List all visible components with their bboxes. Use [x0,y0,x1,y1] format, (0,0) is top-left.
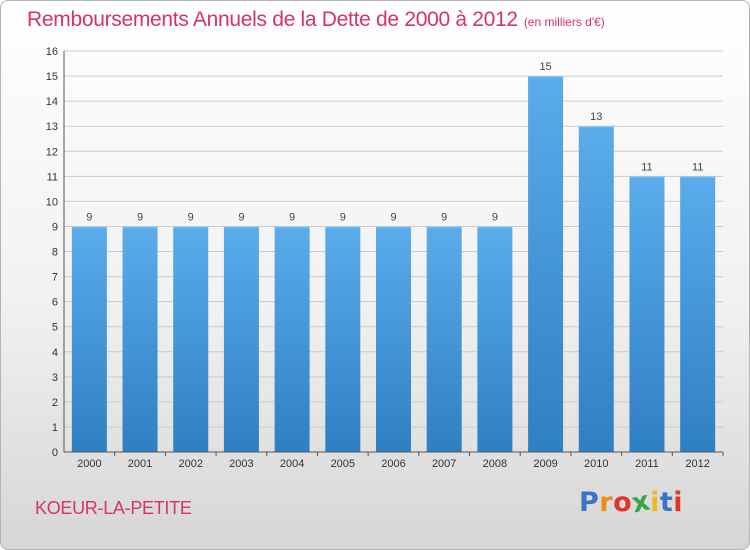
bar-2004 [274,226,310,452]
y-tick-label: 6 [52,297,58,309]
y-tick-label: 15 [46,71,58,83]
chart-title: Remboursements Annuels de la Dette de 20… [27,8,605,32]
bar-2007 [426,226,462,452]
data-label: 9 [492,211,498,223]
logo-letter: i [673,487,684,518]
bar-2000 [71,226,107,452]
logo-letter: t [659,487,674,518]
logo-letter: o [613,487,633,518]
bar-2001 [122,226,158,452]
data-label: 9 [238,211,244,223]
y-tick-label: 7 [52,272,58,284]
chart-title-text: Remboursements Annuels de la Dette de 20… [27,8,518,31]
logo-letter: r [599,487,614,518]
bar-2012 [680,176,716,452]
bar-2002 [173,226,209,452]
x-tick-label: 2000 [77,458,101,470]
commune-name: KOEUR-LA-PETITE [35,498,192,518]
x-tick-label: 2008 [483,458,507,470]
data-label: 13 [590,111,602,123]
logo-letter: i [650,487,660,518]
x-tick-label: 2007 [432,458,456,470]
y-tick-label: 10 [46,196,58,208]
data-label: 9 [441,211,447,223]
data-label: 9 [340,211,346,223]
y-tick-label: 13 [46,121,58,133]
logo-letter: P [579,487,600,518]
x-tick-label: 2009 [533,458,557,470]
y-tick-label: 1 [52,422,58,434]
x-tick-label: 2005 [331,458,355,470]
x-tick-label: 2003 [229,458,253,470]
x-tick-label: 2004 [280,458,304,470]
x-tick-label: 2011 [635,458,659,470]
y-tick-label: 5 [52,322,58,334]
x-tick-label: 2001 [128,458,152,470]
y-tick-label: 4 [52,347,58,359]
y-tick-label: 14 [46,96,58,108]
bars [71,76,716,452]
bar-2011 [629,176,665,452]
y-tick-label: 16 [46,46,58,58]
proxiti-logo: Proxiti [579,485,684,519]
data-label: 9 [289,211,295,223]
x-tick-labels: 2000 2001 2002 2003 2004 2005 2006 2007 2008 2009… [77,452,724,470]
x-tick-label: 2010 [584,458,608,470]
chart-unit-note: (en milliers d'€) [523,15,605,29]
bar-2003 [223,226,259,452]
x-tick-label: 2006 [381,458,405,470]
x-tick-label: 2002 [178,458,202,470]
bar-2006 [376,226,411,452]
bar-2005 [325,226,361,452]
data-label: 15 [539,61,551,73]
y-tick-label: 12 [46,146,58,158]
bar-2010 [578,126,614,452]
bar-2008 [477,226,513,452]
data-label: 9 [390,211,396,223]
y-tick-label: 11 [47,171,58,183]
data-label: 9 [86,211,92,223]
bar-2009 [528,76,564,452]
y-tick-label: 0 [52,447,58,459]
data-label: 11 [692,161,703,173]
data-label: 9 [137,211,143,223]
y-tick-label: 2 [52,397,58,409]
y-tick-label: 3 [52,372,58,384]
data-labels: 9 9 9 9 9 9 9 9 9 15 13 11 11 [86,61,703,223]
y-tick-label: 8 [52,247,58,259]
data-label: 9 [188,211,194,223]
x-tick-label: 2012 [685,458,709,470]
axes [63,51,723,453]
y-tick-label: 9 [52,221,58,233]
data-label: 11 [641,161,652,173]
